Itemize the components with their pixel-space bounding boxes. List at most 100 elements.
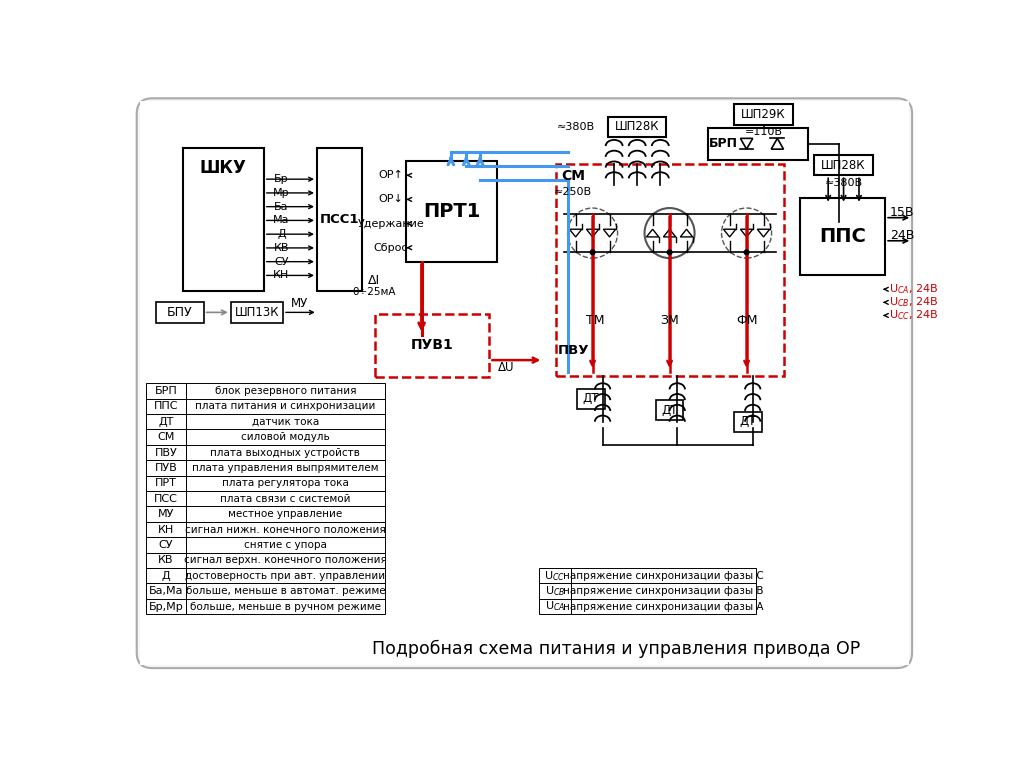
Text: ППС: ППС: [154, 402, 178, 412]
Text: датчик тока: датчик тока: [252, 417, 318, 427]
Bar: [571, 568, 756, 584]
Bar: [608, 117, 667, 137]
Text: ΔU: ΔU: [498, 361, 515, 374]
Text: Сброс: Сброс: [374, 243, 409, 253]
Text: Подробная схема питания и управления привода ОР: Подробная схема питания и управления при…: [372, 640, 860, 658]
Text: ФМ: ФМ: [736, 313, 758, 326]
Text: МУ: МУ: [158, 509, 174, 519]
Text: ПРТ: ПРТ: [155, 478, 177, 488]
Bar: [539, 599, 571, 614]
Text: КВ: КВ: [273, 243, 289, 253]
Text: КВ: КВ: [159, 555, 174, 565]
Text: U$_{CB}$: U$_{CB}$: [545, 584, 565, 598]
Bar: [801, 198, 885, 276]
Bar: [186, 553, 385, 568]
Text: Бр: Бр: [274, 174, 289, 184]
Bar: [571, 599, 756, 614]
Text: Удержание: Удержание: [357, 219, 424, 229]
Circle shape: [590, 250, 595, 255]
Bar: [183, 148, 264, 291]
Text: БРП: БРП: [155, 386, 177, 396]
Text: ШП13К: ШП13К: [234, 306, 280, 319]
Text: БПУ: БПУ: [167, 306, 193, 319]
Text: СУ: СУ: [159, 540, 173, 550]
Text: U$_{CB}$, 24В: U$_{CB}$, 24В: [889, 296, 938, 310]
Text: Ба: Ба: [274, 202, 289, 212]
Bar: [376, 314, 489, 377]
Bar: [186, 383, 385, 399]
Bar: [186, 521, 385, 538]
Text: Д: Д: [162, 571, 170, 581]
Text: ШКУ: ШКУ: [200, 159, 247, 177]
Text: СУ: СУ: [274, 257, 289, 266]
Text: сигнал нижн. конечного положения: сигнал нижн. конечного положения: [185, 525, 386, 535]
Text: U$_{CC}$, 24В: U$_{CC}$, 24В: [889, 309, 939, 323]
Bar: [146, 538, 186, 553]
Bar: [156, 302, 204, 323]
Text: плата связи с системой: плата связи с системой: [220, 494, 350, 504]
FancyBboxPatch shape: [137, 98, 912, 668]
Text: ДТ: ДТ: [583, 392, 599, 406]
Text: ШП28К: ШП28К: [821, 159, 866, 172]
Bar: [146, 414, 186, 429]
Text: U$_{CA}$, 24В: U$_{CA}$, 24В: [889, 283, 938, 296]
Text: ≈380В: ≈380В: [824, 178, 862, 188]
Text: КН: КН: [273, 270, 290, 280]
Text: напряжение синхронизации фазы A: напряжение синхронизации фазы A: [563, 601, 764, 611]
Bar: [186, 475, 385, 491]
Text: ШП29К: ШП29К: [741, 108, 785, 121]
Bar: [655, 400, 683, 420]
Bar: [539, 584, 571, 599]
Text: ПВУ: ПВУ: [155, 448, 177, 458]
Text: Ба,Ма: Ба,Ма: [148, 586, 183, 596]
Bar: [539, 568, 571, 584]
Text: местное управление: местное управление: [228, 509, 342, 519]
Bar: [146, 491, 186, 506]
Bar: [734, 412, 762, 432]
Bar: [814, 155, 872, 175]
Text: плата выходных устройств: плата выходных устройств: [210, 448, 360, 458]
Bar: [146, 399, 186, 414]
Text: 24В: 24В: [890, 229, 914, 242]
Text: ПРТ1: ПРТ1: [423, 202, 480, 221]
Text: ПСС: ПСС: [154, 494, 178, 504]
Bar: [146, 584, 186, 599]
Bar: [186, 599, 385, 614]
Bar: [146, 568, 186, 584]
Bar: [186, 538, 385, 553]
Bar: [708, 127, 808, 160]
Text: Мр: Мр: [273, 188, 290, 198]
Text: больше, меньше в ручном режиме: больше, меньше в ручном режиме: [189, 601, 381, 611]
Bar: [186, 491, 385, 506]
Bar: [556, 164, 783, 376]
Text: напряжение синхронизации фазы B: напряжение синхронизации фазы B: [563, 586, 764, 596]
Bar: [230, 302, 283, 323]
Bar: [146, 506, 186, 521]
Text: сигнал верхн. конечного положения: сигнал верхн. конечного положения: [184, 555, 387, 565]
Text: U$_{CA}$: U$_{CA}$: [545, 600, 565, 614]
Bar: [316, 148, 361, 291]
Bar: [146, 429, 186, 445]
Bar: [146, 599, 186, 614]
Bar: [146, 445, 186, 460]
Bar: [734, 104, 793, 124]
Text: напряжение синхронизации фазы C: напряжение синхронизации фазы C: [563, 571, 764, 581]
Text: Ма: Ма: [273, 215, 290, 226]
Text: ДТ: ДТ: [662, 404, 678, 417]
Bar: [186, 414, 385, 429]
Text: МУ: МУ: [292, 296, 308, 310]
Bar: [186, 429, 385, 445]
Text: ППС: ППС: [819, 227, 866, 247]
Bar: [146, 475, 186, 491]
Text: КН: КН: [158, 525, 174, 535]
Circle shape: [668, 250, 672, 255]
Text: силовой модуль: силовой модуль: [241, 432, 330, 442]
Bar: [571, 584, 756, 599]
Bar: [146, 553, 186, 568]
Bar: [186, 506, 385, 521]
Text: ТМ: ТМ: [586, 313, 604, 326]
Bar: [186, 584, 385, 599]
Text: ДТ: ДТ: [159, 417, 174, 427]
Text: ПУВ1: ПУВ1: [411, 339, 454, 353]
Bar: [578, 389, 605, 409]
